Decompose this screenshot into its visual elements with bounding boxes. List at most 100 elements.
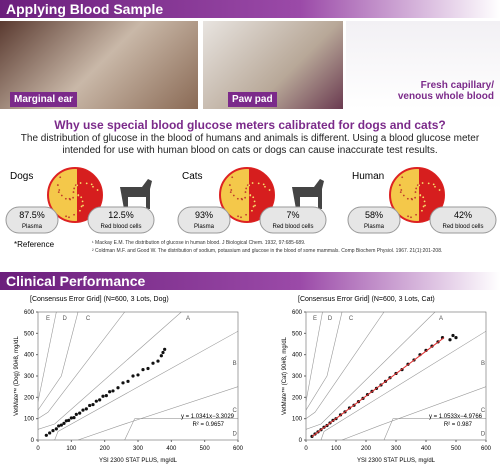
point xyxy=(84,407,88,411)
rbc-value: 12.5% xyxy=(108,210,134,220)
point xyxy=(161,350,165,355)
dot xyxy=(230,189,233,191)
dot xyxy=(252,196,255,199)
x-axis-label: YSI 2300 STAT PLUS, mg/dL xyxy=(99,458,178,464)
dot xyxy=(64,197,67,200)
x-tick-label: 600 xyxy=(481,446,492,452)
point xyxy=(91,402,95,407)
photo xyxy=(346,21,500,109)
rbc-caption: Red blood cells xyxy=(272,224,313,230)
dot xyxy=(434,185,436,188)
point xyxy=(44,433,48,437)
point xyxy=(67,418,71,422)
y-tick-label: 100 xyxy=(24,417,35,423)
point xyxy=(116,386,120,390)
error-grid-line xyxy=(124,418,238,440)
zone-label: D xyxy=(232,431,237,437)
comparison-graphic: Dogs 87.5% Plasma 12.5% Red blood cells Cats 9… xyxy=(5,167,497,234)
point xyxy=(163,347,167,351)
error-grid-line xyxy=(306,312,385,419)
dot xyxy=(65,215,67,218)
dot xyxy=(268,189,271,191)
error-grid-line xyxy=(306,312,343,411)
dot xyxy=(81,200,84,203)
plasma-pill xyxy=(347,206,401,234)
point xyxy=(88,403,92,408)
point xyxy=(81,408,85,412)
group-label: Dogs xyxy=(10,171,33,182)
y-tick-label: 200 xyxy=(292,395,303,401)
y-tick-label: 400 xyxy=(292,353,303,359)
x-tick-label: 500 xyxy=(200,446,211,452)
dot xyxy=(73,187,76,190)
rbc-value: 42% xyxy=(454,210,472,220)
equation: y = 1.0341x−3.3029 xyxy=(181,414,235,420)
point xyxy=(111,389,115,393)
y-tick-label: 300 xyxy=(24,374,35,380)
zone-label: D xyxy=(62,316,67,322)
y-tick-label: 0 xyxy=(299,438,303,444)
point xyxy=(451,333,455,338)
dot xyxy=(80,196,83,199)
dot xyxy=(96,189,99,191)
dot xyxy=(422,196,425,199)
dot xyxy=(427,182,430,185)
zone-label: A xyxy=(439,316,443,322)
rbc-caption: Red blood cells xyxy=(100,224,141,230)
dot xyxy=(254,204,256,207)
zone-label: B xyxy=(233,361,237,367)
photo-label: Paw pad xyxy=(228,92,277,107)
dot xyxy=(245,187,248,190)
error-grid-line xyxy=(341,386,486,440)
dot xyxy=(68,216,70,219)
dot xyxy=(244,191,247,193)
point xyxy=(54,427,58,431)
photo-label: Fresh capillary/ venous whole blood xyxy=(378,80,494,102)
point xyxy=(159,354,163,358)
dot xyxy=(401,176,404,179)
rbc-pill xyxy=(87,206,155,234)
equation: y = 1.0533x−4.9766 xyxy=(429,414,483,420)
x-tick-label: 0 xyxy=(304,446,308,452)
x-tick-label: 300 xyxy=(133,446,144,452)
dot xyxy=(244,196,247,199)
rbc-value: 7% xyxy=(286,210,299,220)
plasma-value: 87.5% xyxy=(19,210,45,220)
dot xyxy=(60,194,63,197)
zone-label: C xyxy=(86,316,91,322)
chart-title: [Consensus Error Grid] (N=600, 3 Lots, D… xyxy=(30,296,169,303)
error-grid-line xyxy=(54,330,238,440)
group-label: Human xyxy=(352,171,384,182)
rbc-pill xyxy=(259,206,327,234)
dot xyxy=(73,213,75,216)
y-tick-label: 400 xyxy=(24,353,35,359)
x-tick-label: 100 xyxy=(331,446,342,452)
zone-label: E xyxy=(46,316,50,322)
dot xyxy=(231,176,234,179)
reference-item: ¹ Mackay E.M. The distribution of glucos… xyxy=(92,240,306,246)
y-tick-label: 200 xyxy=(24,395,35,401)
dot xyxy=(414,196,417,199)
y-tick-label: 300 xyxy=(292,374,303,380)
dot xyxy=(415,213,417,216)
zone-label: D xyxy=(328,316,333,322)
y-tick-label: 500 xyxy=(292,331,303,337)
dot xyxy=(415,187,418,190)
point xyxy=(121,381,125,385)
y-tick-label: 500 xyxy=(24,331,35,337)
dot xyxy=(422,205,425,208)
animal-icon xyxy=(120,179,152,209)
dot xyxy=(82,204,84,207)
dot xyxy=(237,215,239,218)
chart: [Consensus Error Grid] (N=600, 3 Lots, C… xyxy=(281,296,492,464)
plasma-caption: Plasma xyxy=(194,224,215,230)
plasma-caption: Plasma xyxy=(22,224,43,230)
point xyxy=(104,394,108,398)
dot xyxy=(229,191,232,194)
error-grid-line xyxy=(38,312,57,402)
dot xyxy=(264,185,266,188)
point xyxy=(48,431,52,435)
r-squared: R² = 0.987 xyxy=(444,422,473,428)
group-label: Cats xyxy=(182,171,203,182)
photo-label-line: Fresh capillary/ xyxy=(420,80,494,91)
